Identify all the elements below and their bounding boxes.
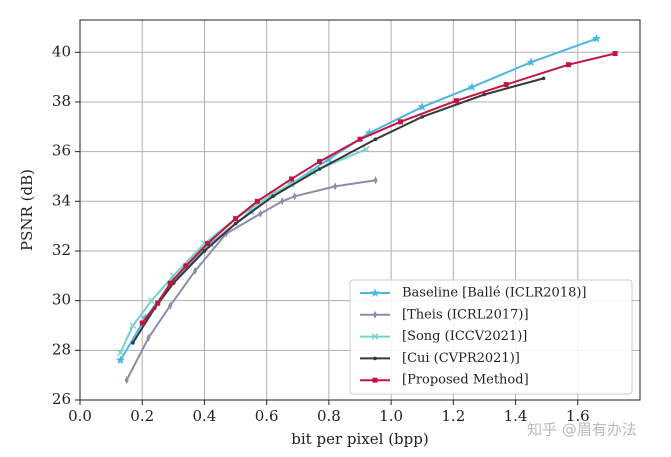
marker [397,119,403,125]
y-tick-label: 26 [52,390,71,408]
x-tick-label: 0.6 [255,407,279,425]
marker [115,355,126,365]
legend-label: [Proposed Method] [402,373,529,388]
plot-frame [79,19,641,401]
marker [357,136,363,142]
marker [373,310,377,319]
y-tick-label: 28 [52,340,71,358]
marker [233,216,239,222]
marker [612,51,618,57]
marker [317,167,322,171]
legend-box [349,279,633,395]
marker [131,341,135,345]
marker [373,137,378,142]
legend-label: [Cui (CVPR2021)] [402,351,520,366]
marker [482,92,487,97]
marker [183,263,189,269]
marker [206,238,216,248]
x-tick-label: 0.2 [130,407,154,425]
marker [205,241,211,247]
x-tick-label: 1.2 [441,407,465,425]
x-tick-label: 1.6 [566,407,590,425]
marker [254,198,260,204]
watermark: 知乎 @眉有办法 [527,421,637,439]
marker [193,266,198,275]
x-tick-label: 0.8 [317,407,341,425]
marker [271,194,275,199]
marker [565,62,571,68]
marker [246,206,256,216]
series-line [125,179,376,381]
marker [372,377,378,383]
marker [292,192,297,201]
marker [139,320,145,326]
marker [289,176,295,182]
marker [124,376,129,385]
marker [467,82,477,91]
legend-label: [Theis (ICRL2017)] [402,307,529,322]
marker [148,297,156,305]
marker [541,76,546,81]
marker [129,322,137,329]
marker [333,182,338,191]
x-tick-label: 0.0 [68,407,92,425]
marker [526,57,536,67]
marker [116,349,124,357]
marker [591,33,602,43]
y-tick-label: 36 [52,142,71,160]
marker [324,154,334,163]
marker [317,159,323,165]
marker [155,300,161,306]
y-tick-label: 38 [52,92,71,110]
y-tick-label: 32 [52,241,71,259]
marker [420,115,425,119]
marker [453,98,459,104]
marker [233,221,238,226]
marker [370,288,380,297]
marker [373,356,377,361]
marker [202,249,207,253]
marker [168,301,173,310]
y-tick-label: 34 [52,191,71,209]
x-tick-label: 1.4 [504,407,528,425]
marker [373,176,378,185]
marker [503,82,509,88]
marker [258,209,263,218]
marker [362,145,370,153]
x-tick-label: 0.4 [193,407,217,425]
y-axis-label: PSNR (dB) [18,169,36,251]
x-tick-label: 1.0 [379,407,403,425]
y-tick-label: 40 [52,42,71,60]
marker [146,333,151,342]
y-tick-label: 30 [52,291,71,309]
legend-label: [Song (ICCV2021)] [402,329,527,344]
marker [167,280,173,286]
marker [417,102,427,111]
marker [371,333,379,341]
legend-label: Baseline [Ballé (ICLR2018)] [402,286,587,301]
x-axis-label: bit per pixel (bpp) [291,430,428,448]
marker [280,197,285,206]
marker [364,128,374,137]
